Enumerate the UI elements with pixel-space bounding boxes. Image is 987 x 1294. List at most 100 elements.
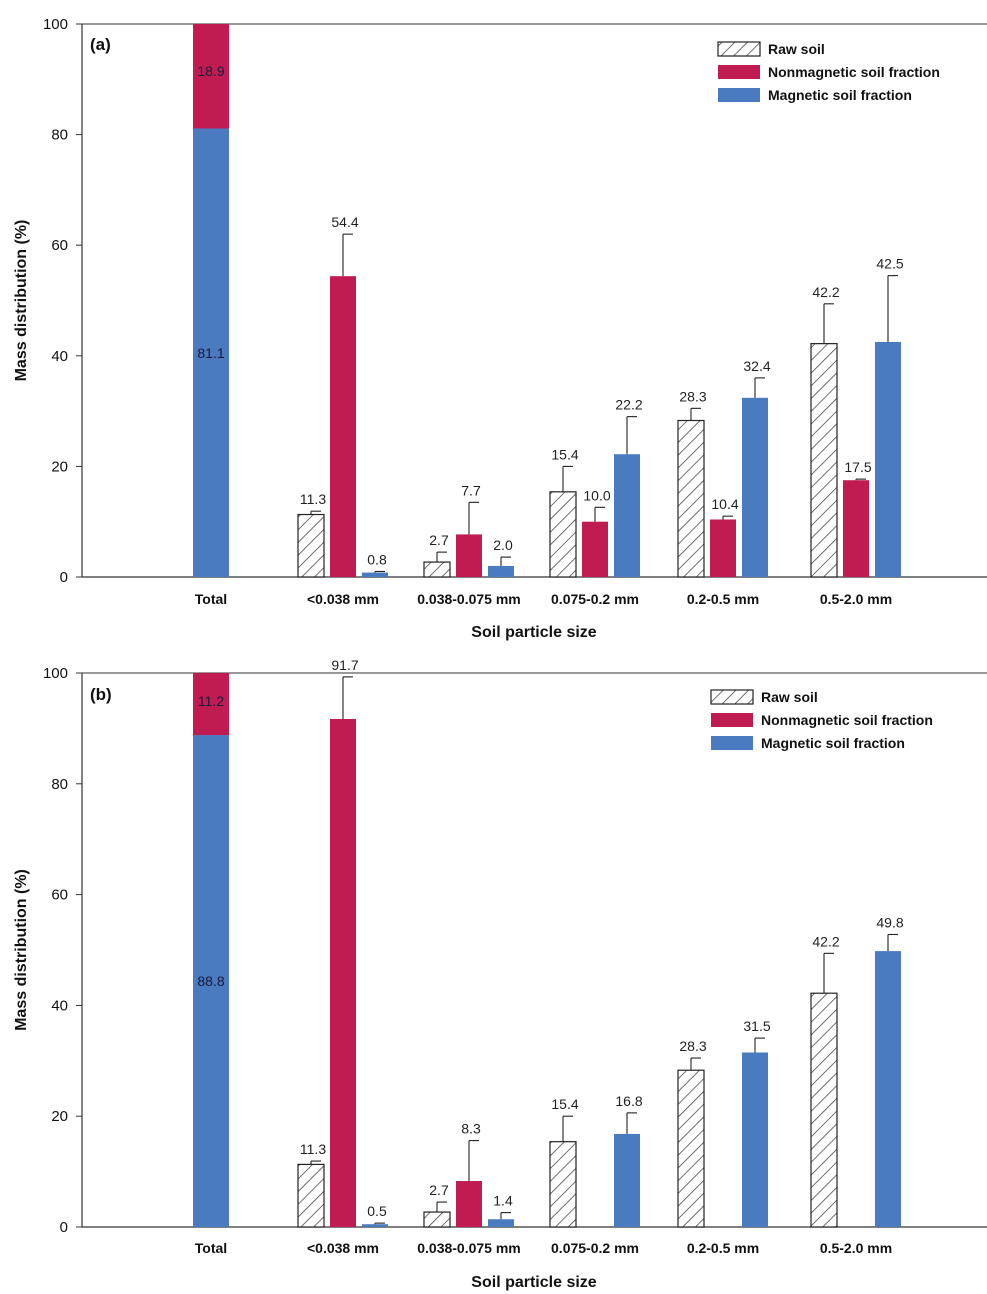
data-label-raw: 28.3 (679, 1038, 706, 1054)
legend-label-magnetic: Magnetic soil fraction (768, 87, 912, 103)
bar-raw (423, 1211, 451, 1228)
bar-raw (297, 1163, 325, 1228)
data-label-nonmagnetic: 91.7 (331, 657, 358, 673)
legend-label-magnetic: Magnetic soil fraction (761, 735, 905, 751)
legend-label-raw: Raw soil (768, 41, 825, 57)
bar-raw (810, 343, 838, 578)
bar-raw (810, 992, 838, 1228)
y-tick-label: 100 (43, 16, 68, 33)
bar-nonmagnetic (582, 521, 608, 577)
x-tick-label-total: Total (195, 591, 227, 607)
bar-magnetic (875, 341, 901, 577)
legend-swatch-magnetic (718, 88, 760, 102)
data-label-nonmagnetic: 8.3 (461, 1121, 481, 1137)
x-tick-label: 0.075-0.2 mm (551, 591, 639, 607)
data-label-magnetic: 2.0 (493, 537, 513, 553)
bar-raw (549, 1141, 577, 1228)
data-label-nonmagnetic: 7.7 (461, 482, 481, 498)
data-label-raw: 2.7 (429, 1182, 449, 1198)
x-tick-label: 0.5-2.0 mm (820, 591, 892, 607)
bar-raw (677, 419, 705, 578)
x-tick-label: 0.038-0.075 mm (417, 1240, 521, 1256)
y-tick-label: 80 (51, 127, 68, 144)
bar-magnetic (362, 572, 388, 577)
data-label-raw: 15.4 (551, 1096, 578, 1112)
panel-label: (b) (90, 685, 112, 704)
bar-magnetic (362, 1224, 388, 1227)
data-label-raw: 28.3 (679, 388, 706, 404)
data-label-raw: 42.2 (812, 933, 839, 949)
data-label-raw: 2.7 (429, 532, 449, 548)
legend-swatch-magnetic (711, 736, 753, 750)
data-label-magnetic: 22.2 (615, 397, 642, 413)
bar-magnetic (488, 1219, 514, 1227)
bar-raw (297, 513, 325, 578)
legend-swatch-nonmagnetic (718, 65, 760, 79)
data-label-total-nonmagnetic: 11.2 (198, 693, 224, 709)
y-tick-label: 60 (51, 887, 68, 904)
data-label-raw: 11.3 (300, 491, 326, 507)
y-axis-title: Mass distribution (%) (13, 220, 30, 382)
bar-nonmagnetic (456, 534, 482, 577)
bar-magnetic (614, 454, 640, 577)
data-label-magnetic: 32.4 (743, 358, 770, 374)
data-label-magnetic: 0.8 (367, 551, 387, 567)
x-tick-label: 0.5-2.0 mm (820, 1240, 892, 1256)
x-tick-label: 0.2-0.5 mm (687, 1240, 759, 1256)
data-label-magnetic: 49.8 (876, 914, 903, 930)
legend-label-nonmagnetic: Nonmagnetic soil fraction (768, 64, 940, 80)
data-label-magnetic: 31.5 (743, 1018, 770, 1034)
bar-nonmagnetic (330, 718, 356, 1227)
bar-raw (549, 491, 577, 578)
bar-total-nonmagnetic (193, 24, 229, 129)
data-label-nonmagnetic: 10.0 (583, 487, 610, 503)
y-tick-label: 40 (51, 348, 68, 365)
x-tick-label: <0.038 mm (307, 591, 379, 607)
bar-magnetic (614, 1133, 640, 1227)
legend-label-raw: Raw soil (761, 689, 818, 705)
x-tick-label: <0.038 mm (307, 1240, 379, 1256)
bar-magnetic (488, 565, 514, 577)
y-tick-label: 80 (51, 776, 68, 793)
bar-raw (677, 1069, 705, 1228)
legend-swatch-raw (717, 41, 761, 57)
bar-nonmagnetic (710, 519, 736, 577)
data-label-nonmagnetic: 17.5 (844, 459, 871, 475)
bar-total-nonmagnetic (193, 673, 229, 736)
legend-label-nonmagnetic: Nonmagnetic soil fraction (761, 712, 933, 728)
bar-magnetic (875, 951, 901, 1227)
x-tick-label-total: Total (195, 1240, 227, 1256)
data-label-magnetic: 42.5 (876, 256, 903, 272)
x-tick-label: 0.038-0.075 mm (417, 591, 521, 607)
y-tick-label: 0 (60, 1219, 68, 1236)
bar-total-magnetic (193, 735, 229, 1227)
data-label-raw: 15.4 (551, 446, 578, 462)
y-tick-label: 20 (51, 1108, 68, 1125)
bar-magnetic (742, 1052, 768, 1227)
data-label-raw: 42.2 (812, 284, 839, 300)
data-label-magnetic: 1.4 (493, 1193, 513, 1209)
data-label-total-magnetic: 88.8 (197, 973, 224, 989)
y-tick-label: 20 (51, 458, 68, 475)
x-axis-title: Soil particle size (471, 1274, 596, 1291)
bar-nonmagnetic (456, 1181, 482, 1227)
data-label-total-nonmagnetic: 18.9 (197, 63, 224, 79)
y-axis-title: Mass distribution (%) (13, 869, 30, 1031)
x-axis-title: Soil particle size (471, 624, 596, 641)
data-label-magnetic: 16.8 (615, 1093, 642, 1109)
legend-swatch-raw (710, 689, 754, 705)
y-tick-label: 100 (43, 665, 68, 682)
x-tick-label: 0.2-0.5 mm (687, 591, 759, 607)
legend-swatch-nonmagnetic (711, 713, 753, 727)
bar-total-magnetic (193, 128, 229, 577)
x-tick-label: 0.075-0.2 mm (551, 1240, 639, 1256)
data-label-nonmagnetic: 54.4 (331, 214, 358, 230)
y-tick-label: 60 (51, 237, 68, 254)
bar-nonmagnetic (330, 276, 356, 577)
chart-panel-b: 0 20 40 60 80 100 Mass distribution (%) Soil pa… (13, 657, 987, 1291)
y-tick-label: 40 (51, 997, 68, 1014)
data-label-magnetic: 0.5 (367, 1203, 387, 1219)
bar-magnetic (742, 397, 768, 577)
bar-nonmagnetic (843, 480, 869, 577)
